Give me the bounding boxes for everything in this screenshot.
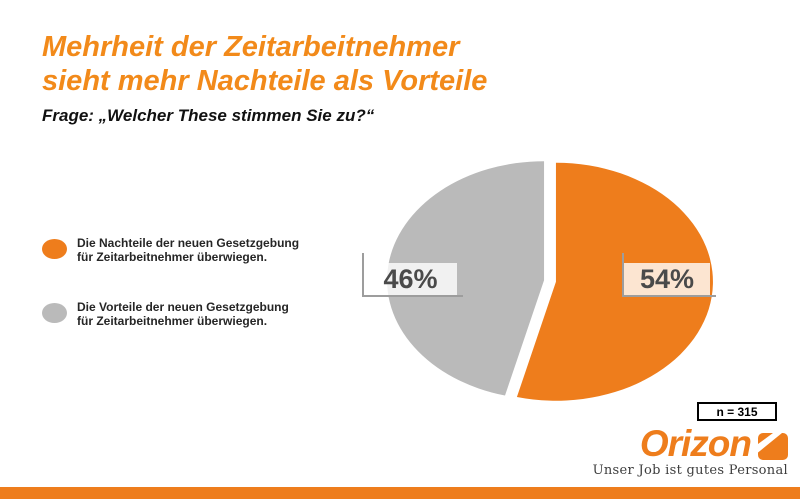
survey-question: Frage: „Welcher These stimmen Sie zu?“ bbox=[42, 106, 375, 125]
pie-label-54: 54% bbox=[622, 253, 716, 297]
brand-logo: Orizon Unser Job ist gutes Personal bbox=[592, 423, 788, 478]
page-title-line1: Mehrheit der Zeitarbeitnehmer bbox=[42, 31, 460, 63]
logo-wordmark: Orizon bbox=[639, 423, 752, 464]
page-title: Mehrheit der Zeitarbeitnehmer sieht mehr… bbox=[42, 30, 487, 98]
pie-label-46: 46% bbox=[362, 253, 463, 297]
legend-dot-gray-icon bbox=[42, 303, 67, 323]
legend-label-line: Die Vorteile der neuen Gesetzgebung bbox=[77, 300, 289, 314]
legend-label-nachteile: Die Nachteile der neuen Gesetzgebung für… bbox=[77, 236, 299, 264]
legend-dot-orange-icon bbox=[42, 239, 67, 259]
bottom-brand-bar bbox=[0, 487, 800, 499]
sample-size-badge: n = 315 bbox=[697, 402, 777, 421]
legend-label-vorteile: Die Vorteile der neuen Gesetzgebung für … bbox=[77, 300, 289, 328]
legend-label-line: für Zeitarbeitnehmer überwiegen. bbox=[77, 314, 268, 328]
legend-label-line: für Zeitarbeitnehmer überwiegen. bbox=[77, 250, 268, 264]
page-title-line2: sieht mehr Nachteile als Vorteile bbox=[42, 65, 488, 97]
legend-item-nachteile: Die Nachteile der neuen Gesetzgebung für… bbox=[42, 236, 299, 264]
pie-slice-1 bbox=[387, 161, 545, 396]
orizon-logo-icon bbox=[758, 433, 788, 460]
pie-slice-0 bbox=[516, 162, 713, 401]
logo-tagline: Unser Job ist gutes Personal bbox=[592, 463, 788, 478]
legend-item-vorteile: Die Vorteile der neuen Gesetzgebung für … bbox=[42, 300, 289, 328]
legend-label-line: Die Nachteile der neuen Gesetzgebung bbox=[77, 236, 300, 250]
